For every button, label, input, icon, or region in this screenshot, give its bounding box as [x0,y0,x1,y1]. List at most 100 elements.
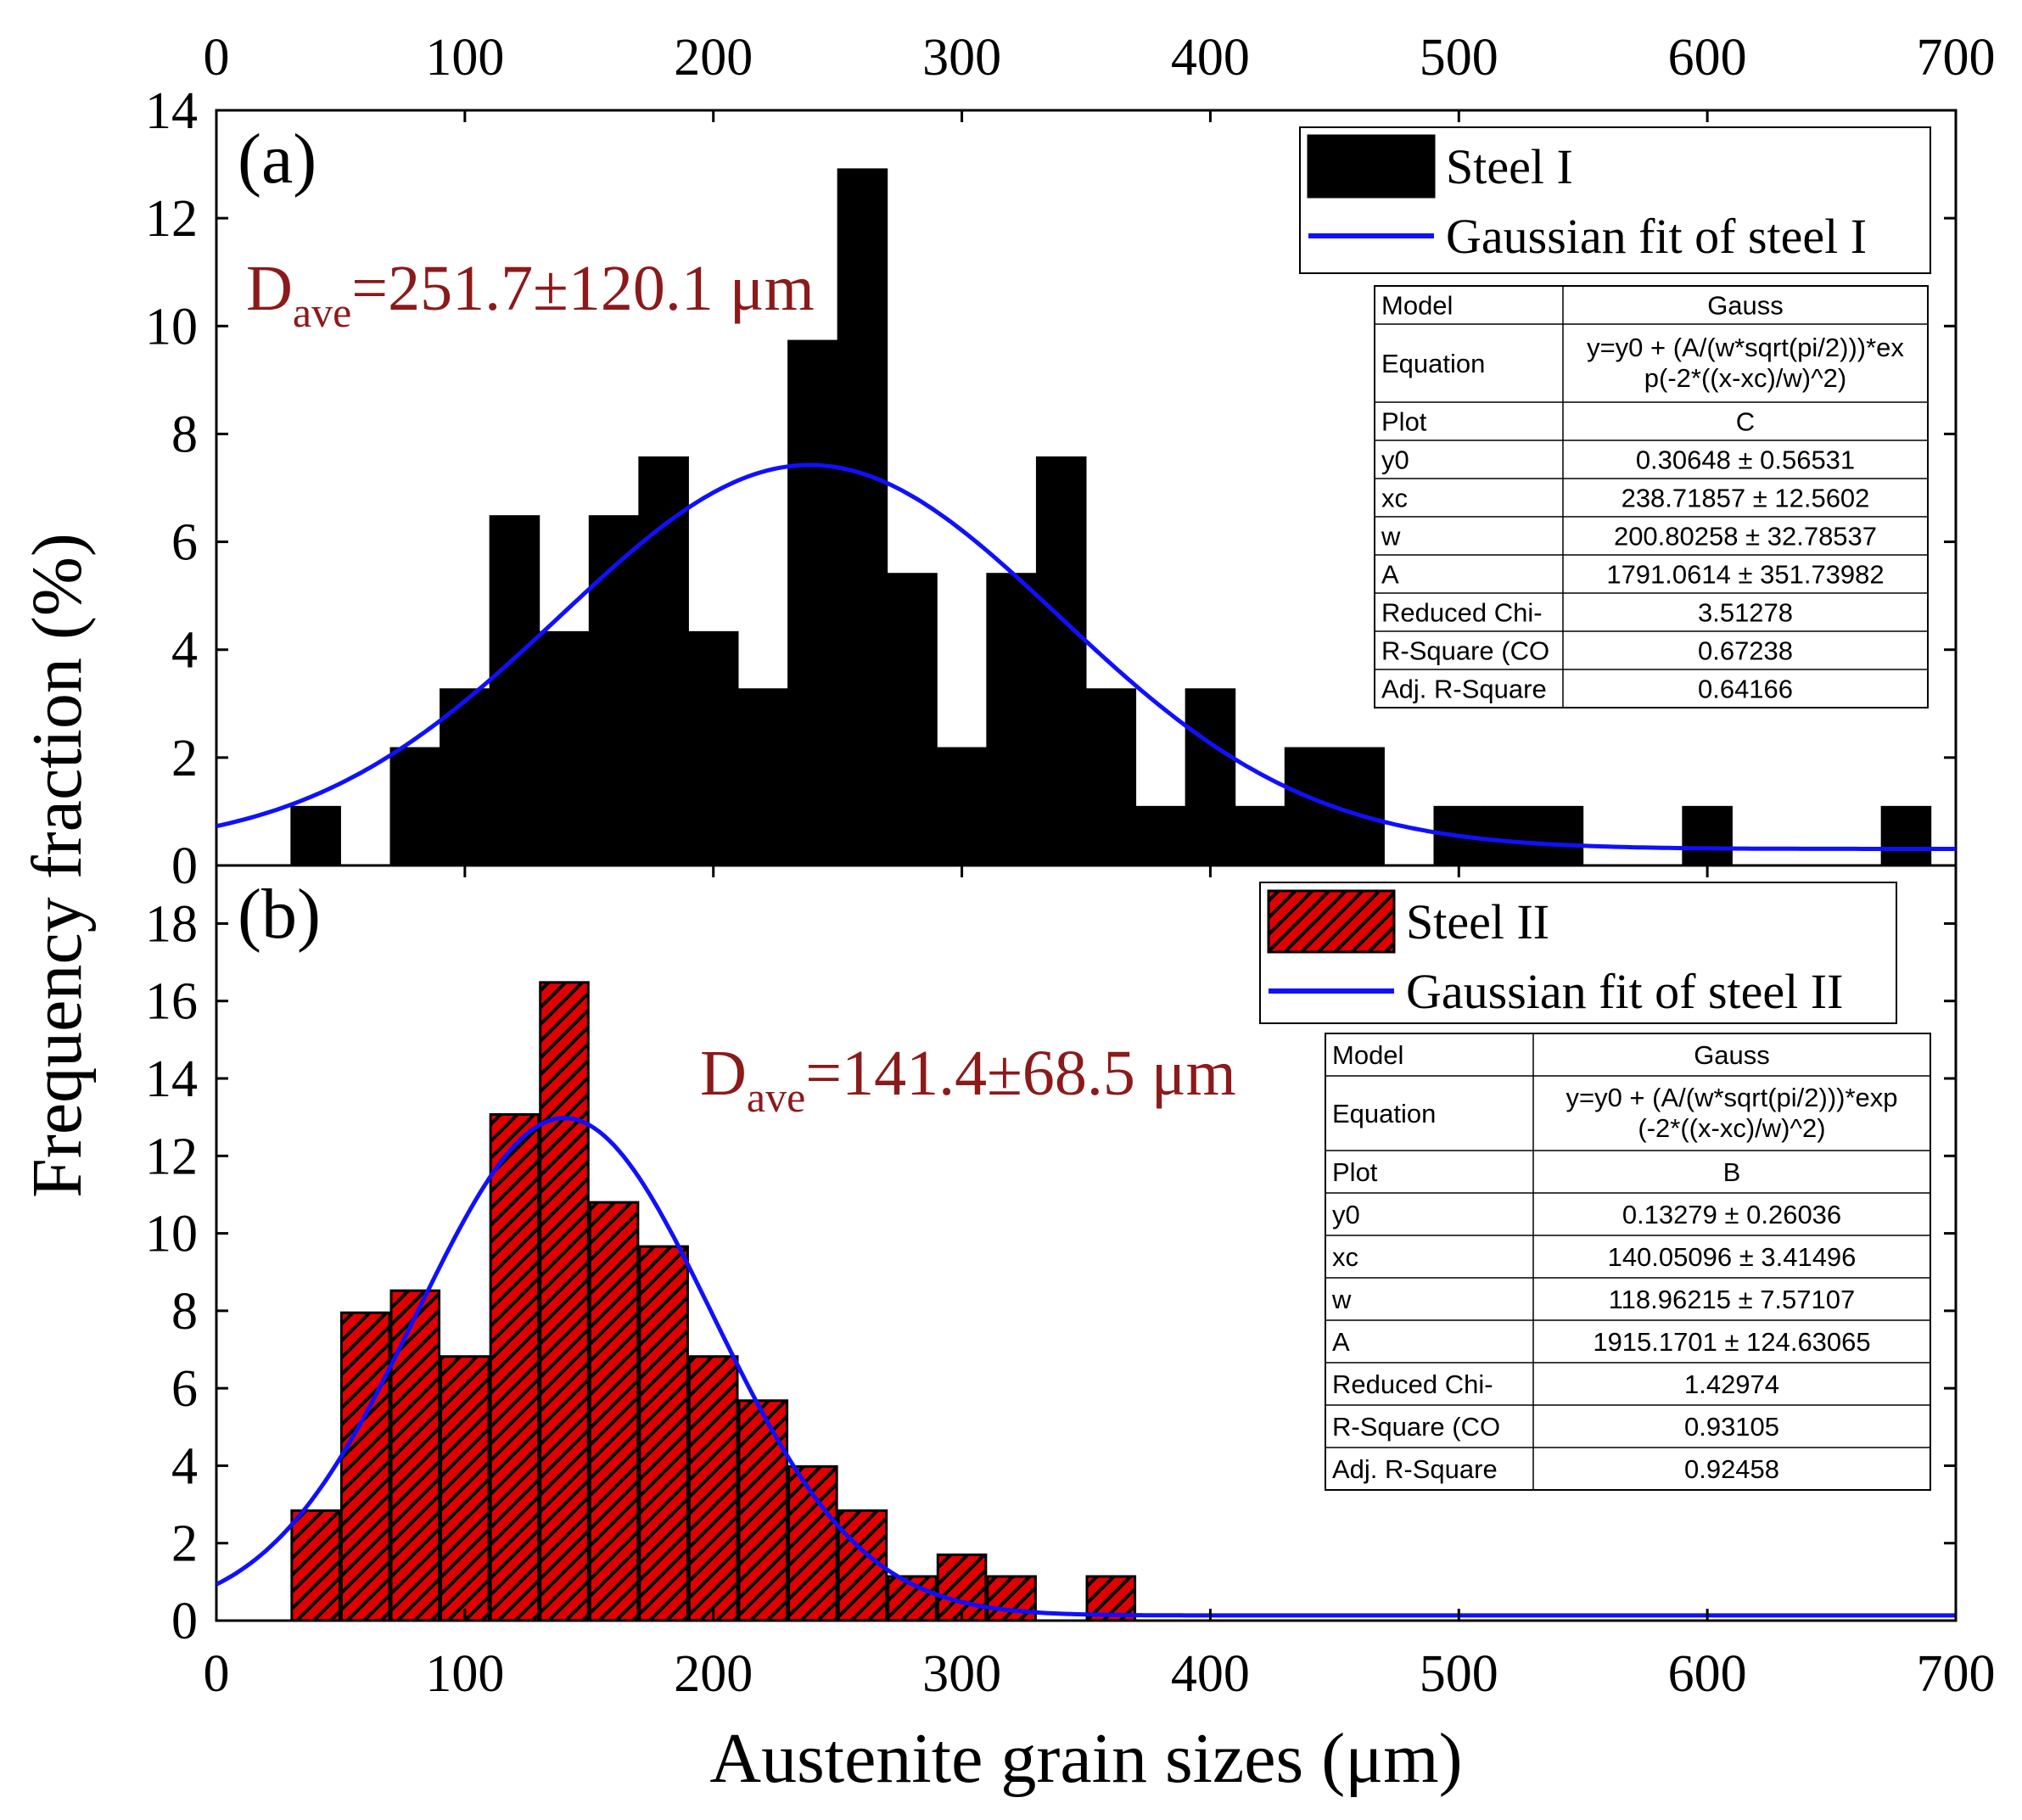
annotation-subscript: ave [747,1073,805,1121]
x-tick-label-bottom: 500 [1420,1645,1498,1703]
histogram-bar [389,747,441,867]
histogram-bar [737,688,789,867]
x-tick-label-bottom: 700 [1917,1645,1996,1703]
stats-value: 0.93105 [1684,1412,1779,1442]
fit-curves-layer [215,462,1956,1618]
stats-key: R-Square (CO [1381,636,1549,666]
histogram-bar [1532,805,1584,867]
stats-value: 0.13279 ± 0.26036 [1622,1200,1841,1229]
stats-key: A [1381,560,1399,590]
y-tick-label: 16 [145,973,198,1031]
histogram-bar [588,515,640,867]
stats-value: 0.64166 [1698,675,1793,704]
histogram-bar [489,515,541,867]
gaussian-fit-curve [216,462,1956,851]
histogram-bar [290,1509,341,1622]
stats-value: 1915.1701 ± 124.63065 [1593,1327,1870,1357]
y-axis-title: Frequency fraction (%) [18,533,97,1198]
x-tick-label-top: 500 [1420,29,1498,87]
annotation-subscript: ave [293,288,351,336]
y-tick-label: 10 [145,298,198,356]
legend-label-bar: Steel II [1406,894,1549,949]
legend-swatch-bar [1267,889,1396,954]
y-tick-label: 8 [171,1283,198,1341]
histogram-bar [787,339,838,867]
stats-value: y=y0 + (A/(w*sqrt(pi/2)))*ex [1587,333,1904,362]
stats-key: R-Square (CO [1332,1412,1500,1442]
stats-value: 3.51278 [1698,598,1793,628]
histogram-bar [539,981,590,1622]
histogram-bar [737,1399,789,1622]
y-tick-label: 12 [145,190,198,248]
histogram-bar [1135,805,1186,867]
y-tick-label: 0 [171,1593,198,1650]
stats-value: 0.30648 ± 0.56531 [1636,445,1855,475]
y-tick-label: 18 [145,895,198,953]
legend-label-bar: Steel I [1446,139,1573,194]
stats-value: B [1723,1157,1741,1187]
x-tick-label-top: 300 [922,29,1001,87]
histogram-bar [687,630,739,867]
bars-layer [290,168,1932,1622]
legend-swatch-bar [1307,134,1436,199]
stats-key: y0 [1332,1200,1360,1229]
y-tick-label: 8 [171,406,198,463]
histogram-bar [1483,805,1534,867]
stats-value: 0.92458 [1684,1454,1779,1484]
stats-value: C [1736,407,1755,437]
annotation-value: =141.4±68.5 μm [805,1038,1235,1109]
stats-value-cont: p(-2*((x-xc)/w)^2) [1644,363,1846,393]
histogram-bar [489,1112,541,1622]
histogram-bar [638,456,689,867]
stats-key: xc [1381,484,1408,513]
histogram-bar [339,1311,391,1622]
stats-value: y=y0 + (A/(w*sqrt(pi/2)))*exp [1566,1083,1897,1112]
stats-table [1374,285,1929,708]
stats-key: Plot [1381,407,1427,437]
panel-label: (b) [238,875,321,954]
stats-value: 1.42974 [1684,1369,1779,1399]
histogram-bar [837,168,888,867]
x-tick-label-top: 600 [1668,29,1747,87]
stats-table [1325,1033,1931,1491]
x-tick-label-top: 0 [204,29,230,87]
stats-key: w [1331,1285,1352,1314]
x-tick-label-top: 400 [1171,29,1250,87]
stats-value: Gauss [1694,1040,1770,1070]
x-tick-label-bottom: 300 [922,1645,1001,1703]
legend-label-fit: Gaussian fit of steel I [1446,209,1867,264]
mean-size-annotation: Dave=141.4±68.5 μm [700,1038,1236,1121]
stats-key: Equation [1332,1099,1436,1128]
x-tick-label-top: 100 [425,29,504,87]
stats-value: 200.80258 ± 32.78537 [1614,522,1877,552]
stats-key: Adj. R-Square [1381,675,1547,704]
y-tick-label: 14 [145,82,198,140]
stats-key: y0 [1381,445,1409,475]
histogram-bar [1235,805,1285,867]
annotation-value: =251.7±120.1 μm [351,253,814,324]
histogram-bar [638,1245,689,1622]
stats-key: w [1381,522,1401,552]
x-tick-label-bottom: 0 [204,1645,230,1703]
legend-label-fit: Gaussian fit of steel II [1406,964,1843,1019]
annotation-symbol: D [246,253,293,324]
x-tick-label-top: 700 [1917,29,1996,87]
stats-key: Reduced Chi- [1381,598,1543,628]
x-tick-label-bottom: 100 [425,1645,504,1703]
histogram-bar [440,688,490,867]
histogram-bar [1035,456,1087,867]
histogram-bar [787,1464,838,1622]
y-tick-label: 0 [171,837,198,895]
histogram-bar [1185,688,1236,867]
stats-value: Gauss [1707,291,1784,321]
stats-value: 0.67238 [1698,636,1793,666]
stats-key: Model [1381,291,1453,321]
histogram-bar [1880,805,1932,867]
y-tick-label: 12 [145,1128,198,1185]
y-tick-label: 2 [171,1515,198,1573]
stats-value: 118.96215 ± 7.57107 [1609,1285,1856,1314]
histogram-bar [986,573,1037,867]
stats-key: Reduced Chi- [1332,1369,1493,1399]
